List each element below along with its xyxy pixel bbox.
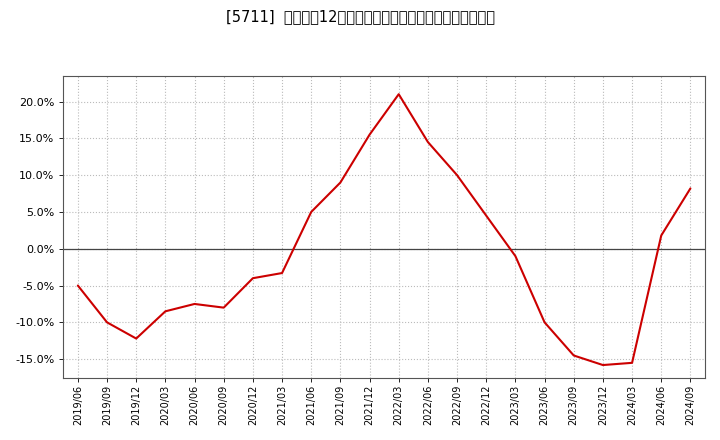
Text: [5711]  売上高の12か月移動合計の対前年同期増減率の推移: [5711] 売上高の12か月移動合計の対前年同期増減率の推移 — [225, 9, 495, 24]
